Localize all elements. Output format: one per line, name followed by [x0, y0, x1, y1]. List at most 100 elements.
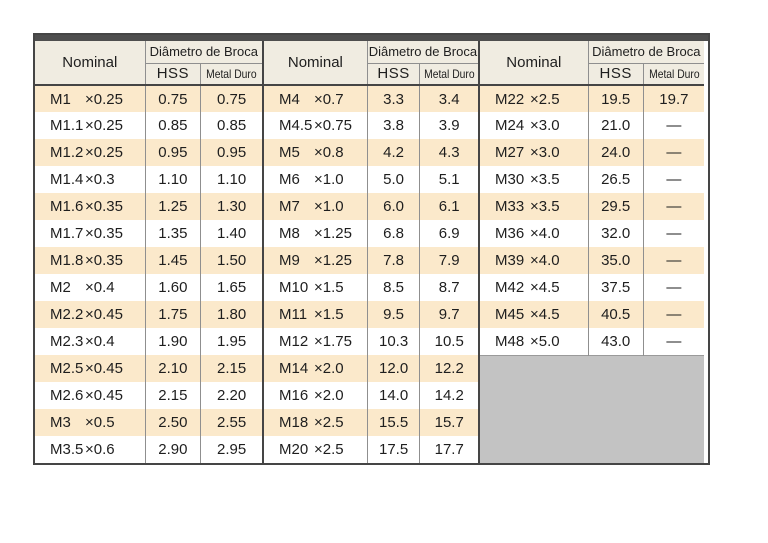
thread-size: M2: [50, 279, 71, 296]
thread-size: M6: [279, 171, 300, 188]
table-row: M1.2 ×0.25 0.95 0.95: [35, 139, 262, 166]
thread-pitch: ×3.0: [530, 117, 560, 134]
thread-size: M42: [495, 279, 525, 296]
metal-duro-diameter-cell: —: [642, 139, 704, 166]
thread-pitch: ×0.4: [85, 279, 115, 296]
table-row: M18 ×2.5 15.5 15.7: [263, 409, 478, 436]
table-row: M1 ×0.25 0.75 0.75: [35, 84, 262, 112]
header-row-sub: HSS Metal Duro: [479, 63, 704, 85]
table-row: M48 ×5.0 43.0—: [479, 328, 704, 355]
thread-size: M2.5: [50, 360, 84, 377]
thread-pitch: ×2.5: [314, 441, 344, 458]
metal-duro-diameter-cell: 0.95: [200, 139, 262, 166]
nominal-cell: M1 ×0.25: [35, 84, 146, 112]
nominal-cell: M2.2 ×0.45: [35, 301, 145, 328]
metal-duro-diameter-cell: 6.9: [419, 220, 478, 247]
nominal-cell: M18 ×2.5: [263, 409, 367, 436]
nominal-cell: M2.5 ×0.45: [35, 355, 145, 382]
thread-pitch: ×1.25: [314, 252, 352, 269]
table-row: M27 ×3.0 24.0—: [479, 139, 704, 166]
header-row-top: Nominal Diâmetro de Broca: [479, 41, 704, 85]
thread-pitch: ×0.4: [85, 333, 115, 350]
thread-size: M9: [279, 252, 300, 269]
header-drill-diameter: Diâmetro de Broca: [366, 41, 478, 64]
header-metal-duro: Metal Duro: [642, 63, 704, 85]
thread-size: M7: [279, 198, 300, 215]
nominal-cell: M12 ×1.75: [263, 328, 367, 355]
metal-duro-diameter-cell: 9.7: [419, 301, 478, 328]
thread-size: M1.1: [50, 117, 84, 134]
thread-pitch: ×0.25: [85, 90, 123, 108]
thread-pitch: ×3.5: [530, 198, 560, 215]
thread-pitch: ×2.5: [530, 90, 560, 108]
thread-size: M30: [495, 171, 525, 188]
thread-pitch: ×1.0: [314, 171, 344, 188]
header-metal-duro-label: Metal Duro: [648, 66, 700, 81]
table-row: M39 ×4.0 35.0—: [479, 247, 704, 274]
header-metal-duro-label: Metal Duro: [206, 66, 257, 81]
hss-diameter-cell: 0.95: [144, 139, 201, 166]
thread-pitch: ×3.5: [530, 171, 560, 188]
hss-diameter-cell: 21.0: [587, 112, 644, 139]
nominal-cell: M3.5 ×0.6: [35, 436, 145, 463]
table-row: M2.2 ×0.45 1.75 1.80: [35, 301, 262, 328]
nominal-cell: M1.7 ×0.35: [35, 220, 145, 247]
nominal-cell: M1.2 ×0.25: [35, 139, 145, 166]
hss-diameter-cell: 3.3: [366, 84, 420, 112]
hss-diameter-cell: 2.10: [144, 355, 201, 382]
table-row: M2 ×0.4 1.60 1.65: [35, 274, 262, 301]
nominal-cell: M8 ×1.25: [263, 220, 367, 247]
hss-diameter-cell: 6.0: [366, 193, 420, 220]
header-hss: HSS: [587, 63, 644, 85]
nominal-cell: M16 ×2.0: [263, 382, 367, 409]
thread-size: M12: [279, 333, 309, 350]
nominal-cell: M11 ×1.5: [263, 301, 367, 328]
hss-diameter-cell: 4.2: [366, 139, 420, 166]
hss-diameter-cell: 2.90: [144, 436, 201, 463]
nominal-cell: M14 ×2.0: [263, 355, 367, 382]
thread-pitch: ×0.25: [85, 144, 123, 161]
metal-duro-diameter-cell: 0.75: [200, 84, 262, 112]
metal-duro-diameter-cell: 1.65: [200, 274, 262, 301]
header-row-sub: HSS Metal Duro: [263, 63, 478, 85]
table-row: M33 ×3.5 29.5—: [479, 193, 704, 220]
header-row-sub: HSS Metal Duro: [35, 63, 262, 85]
hss-diameter-cell: 5.0: [366, 166, 420, 193]
hss-diameter-cell: 0.85: [144, 112, 201, 139]
nominal-cell: M1.6 ×0.35: [35, 193, 145, 220]
table-row: M24 ×3.0 21.0—: [479, 112, 704, 139]
hss-diameter-cell: 10.3: [366, 328, 420, 355]
header-nominal: Nominal: [479, 41, 589, 85]
metal-duro-diameter-cell: 15.7: [419, 409, 478, 436]
metal-duro-diameter-cell: —: [642, 328, 704, 355]
nominal-cell: M24 ×3.0: [479, 112, 588, 139]
metal-duro-diameter-cell: 7.9: [419, 247, 478, 274]
table-row: M1.1 ×0.25 0.85 0.85: [35, 112, 262, 139]
metal-duro-diameter-cell: 10.5: [419, 328, 478, 355]
table-row: M8 ×1.25 6.8 6.9: [263, 220, 478, 247]
header-nominal: Nominal: [263, 41, 368, 85]
thread-size: M1.6: [50, 198, 84, 215]
hss-diameter-cell: 35.0: [587, 247, 644, 274]
metal-duro-diameter-cell: —: [642, 301, 704, 328]
table-row: M1.8 ×0.35 1.45 1.50: [35, 247, 262, 274]
nominal-cell: M2.6 ×0.45: [35, 382, 145, 409]
hss-diameter-cell: 32.0: [587, 220, 644, 247]
thread-pitch: ×1.0: [314, 198, 344, 215]
metal-duro-diameter-cell: 17.7: [419, 436, 478, 463]
header-row-top: Nominal Diâmetro de Broca: [35, 41, 262, 85]
nominal-cell: M6 ×1.0: [263, 166, 367, 193]
nominal-cell: M7 ×1.0: [263, 193, 367, 220]
nominal-cell: M10 ×1.5: [263, 274, 367, 301]
table-top-bar: [35, 35, 708, 41]
metal-duro-diameter-cell: 12.2: [419, 355, 478, 382]
thread-size: M20: [279, 441, 309, 458]
table-row: M5 ×0.8 4.2 4.3: [263, 139, 478, 166]
thread-size: M33: [495, 198, 525, 215]
table-group: Nominal Diâmetro de Broca HSS Metal Duro…: [35, 41, 262, 463]
empty-filler-row: [479, 354, 704, 463]
hss-diameter-cell: 1.45: [144, 247, 201, 274]
thread-size: M16: [279, 387, 309, 404]
thread-pitch: ×0.45: [85, 306, 123, 323]
hss-diameter-cell: 37.5: [587, 274, 644, 301]
